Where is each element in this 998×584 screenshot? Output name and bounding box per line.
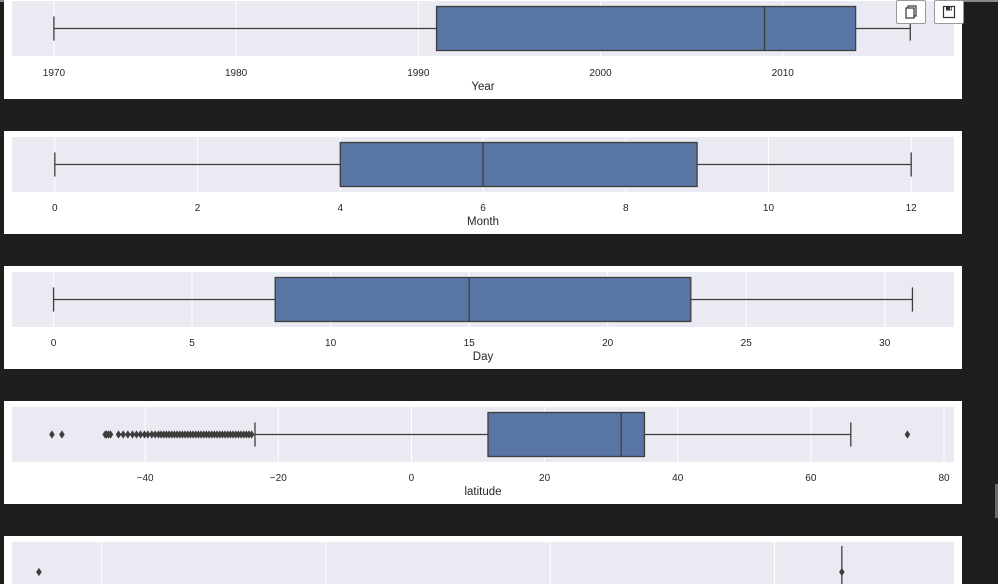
x-tick-label: 6 — [480, 203, 486, 214]
copy-button[interactable] — [896, 0, 926, 24]
x-tick-label: 0 — [51, 338, 57, 349]
x-axis-label: Year — [471, 81, 494, 93]
x-tick-label: −20 — [270, 473, 287, 484]
outlier-point — [115, 430, 122, 439]
chart-panel-year: 1970 1980 1990 2000 2010 Year — [4, 0, 962, 99]
output-toolbar — [896, 0, 964, 24]
boxplot-svg: −40 −20 0 20 40 60 80 latitude — [12, 407, 954, 498]
outlier-point — [125, 430, 131, 439]
x-tick-label: −40 — [137, 473, 154, 484]
x-tick-label: 25 — [741, 338, 753, 349]
x-tick-label: 4 — [337, 203, 343, 214]
x-tick-label: 12 — [906, 203, 918, 214]
x-tick-label: 2000 — [589, 68, 612, 79]
x-tick-label: 20 — [539, 473, 551, 484]
box-iqr — [274, 276, 692, 323]
box-iqr — [435, 5, 857, 52]
x-axis-label: latitude — [464, 486, 501, 498]
outlier-point — [248, 430, 255, 439]
chart-panel-month: 0 2 4 6 8 10 12 Month — [4, 131, 962, 234]
x-tick-label: 1990 — [407, 68, 430, 79]
x-tick-label: 60 — [805, 473, 817, 484]
x-tick-label: 10 — [325, 338, 337, 349]
copy-icon — [905, 5, 917, 19]
boxplot-svg — [12, 542, 954, 584]
plot-area — [12, 542, 954, 584]
x-tick-label: 80 — [938, 473, 950, 484]
outlier-point — [141, 430, 148, 439]
outlier-point — [137, 430, 144, 439]
x-axis-label: Month — [467, 216, 499, 228]
x-tick-label: 1970 — [43, 68, 66, 79]
outlier-point — [148, 430, 155, 439]
scrollbar-thumb[interactable] — [995, 484, 998, 518]
x-tick-label: 15 — [464, 338, 476, 349]
boxplot-svg: 1970 1980 1990 2000 2010 Year — [12, 1, 954, 93]
x-tick-label: 0 — [52, 203, 58, 214]
x-tick-label: 10 — [763, 203, 775, 214]
x-axis-label: Day — [473, 351, 494, 363]
x-tick-label: 20 — [602, 338, 614, 349]
x-tick-label: 0 — [409, 473, 415, 484]
outlier-point — [36, 567, 42, 577]
outlier-point — [904, 430, 911, 439]
outlier-point — [152, 430, 158, 439]
outlier-point — [133, 430, 140, 439]
outlier-point — [59, 430, 65, 439]
outlier-point — [129, 430, 136, 439]
chart-panel-day: 0 5 10 15 20 25 30 Day — [4, 266, 962, 369]
x-tick-label: 8 — [623, 203, 629, 214]
x-tick-label: 5 — [189, 338, 195, 349]
x-tick-label: 30 — [879, 338, 891, 349]
outlier-point — [107, 430, 114, 439]
outlier-point — [839, 567, 845, 577]
save-icon — [942, 5, 956, 19]
box-iqr — [339, 141, 698, 188]
x-tick-label: 1980 — [225, 68, 248, 79]
chart-panel-longitude — [4, 536, 962, 584]
boxplot-svg: 0 5 10 15 20 25 30 Day — [12, 272, 954, 363]
boxplot-svg: 0 2 4 6 8 10 12 Month — [12, 137, 954, 228]
outlier-point — [49, 430, 55, 439]
x-tick-label: 2 — [195, 203, 201, 214]
outlier-point — [120, 430, 126, 439]
box-iqr — [487, 411, 646, 458]
x-tick-label: 2010 — [772, 68, 795, 79]
outlier-point — [145, 430, 151, 439]
x-tick-label: 40 — [672, 473, 684, 484]
save-button[interactable] — [934, 0, 964, 24]
chart-panel-latitude: −40 −20 0 20 40 60 80 latitude — [4, 401, 962, 504]
